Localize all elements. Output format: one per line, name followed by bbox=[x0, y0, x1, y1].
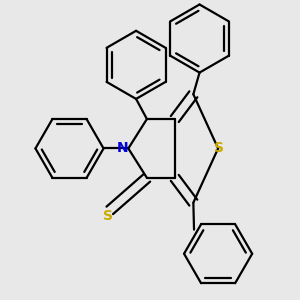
Text: S: S bbox=[103, 209, 113, 223]
Text: S: S bbox=[214, 142, 224, 155]
Text: N: N bbox=[117, 141, 129, 155]
